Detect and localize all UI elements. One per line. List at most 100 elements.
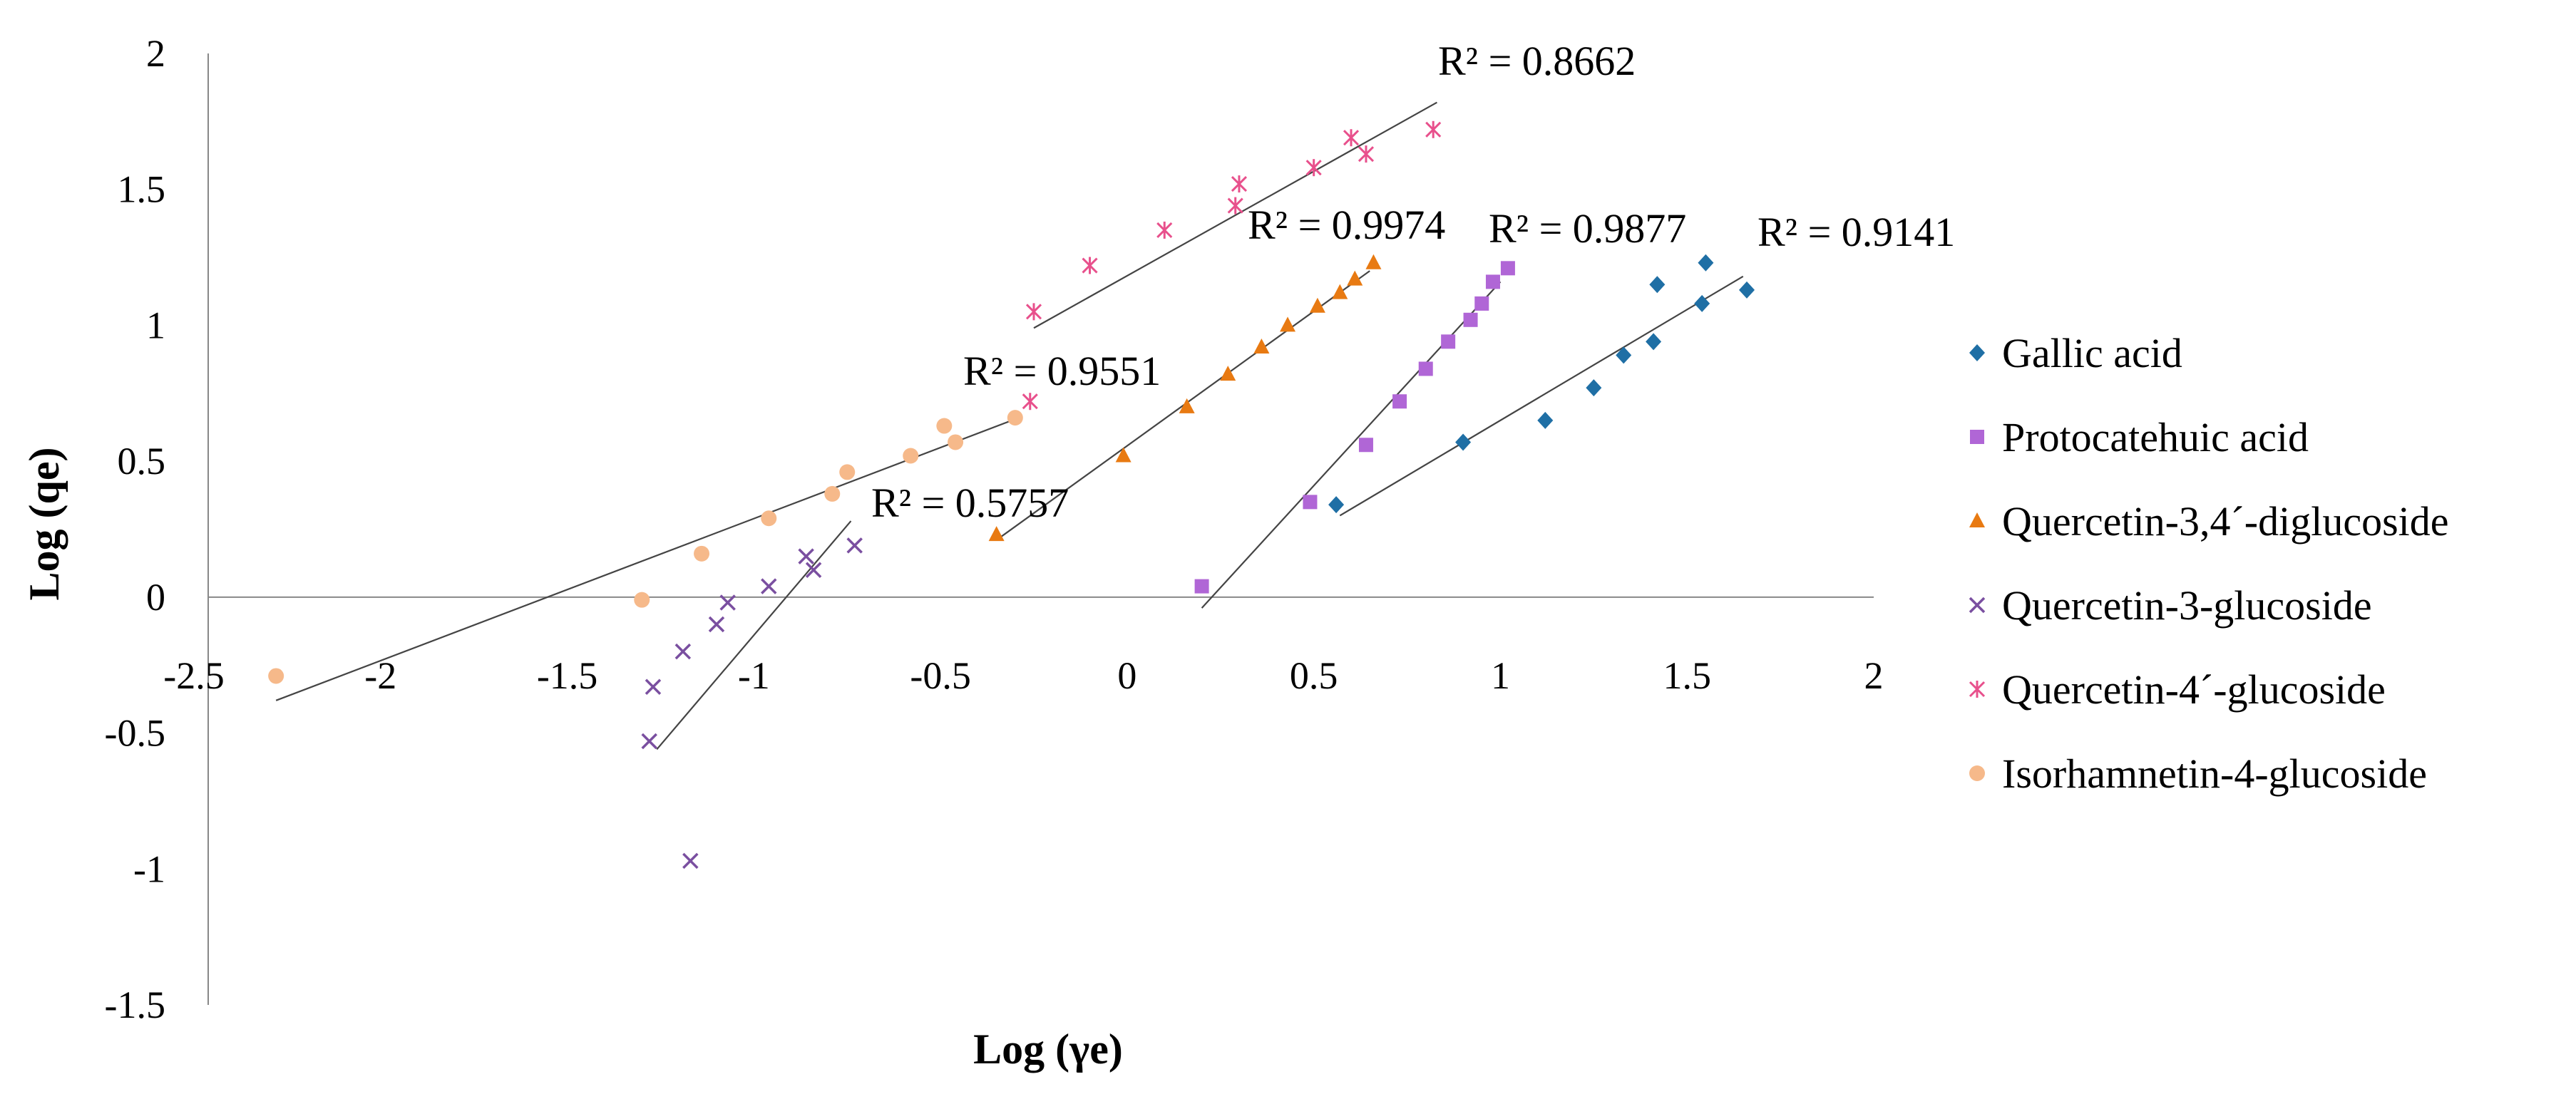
point-protocatehuic-acid — [1485, 274, 1500, 289]
point-isorhamnetin-4-glucoside — [839, 464, 856, 480]
point-gallic-acid — [1649, 276, 1666, 294]
point-gallic-acid — [1455, 433, 1472, 451]
legend-marker-quercetin-4-glucoside — [1969, 681, 1986, 698]
point-protocatehuic-acid — [1418, 361, 1433, 376]
point-gallic-acid — [1586, 379, 1602, 397]
point-quercetin-3-glucoside — [674, 643, 692, 660]
point-quercetin-4-glucoside — [1305, 159, 1322, 177]
point-quercetin-3-4-diglucoside — [1332, 284, 1348, 299]
point-quercetin-3-4-diglucoside — [1115, 447, 1132, 463]
point-gallic-acid — [1694, 294, 1710, 312]
axes-layer: -2.5 -2 -1.5 -1 -0.5 0 0.5 1 1.5 221.510.50-0.5-1… — [105, 32, 1884, 1026]
y-tick-label: -1 — [133, 847, 165, 890]
x-tick-label: 0 — [1117, 654, 1136, 697]
y-tick-label: -1.5 — [105, 984, 165, 1026]
point-quercetin-3-4-diglucoside — [1309, 297, 1325, 313]
data-points — [268, 120, 1755, 869]
point-quercetin-3-4-diglucoside — [988, 526, 1005, 542]
point-quercetin-3-glucoside — [805, 562, 822, 578]
point-isorhamnetin-4-glucoside — [634, 592, 650, 608]
point-isorhamnetin-4-glucoside — [1007, 410, 1023, 426]
y-tick-label: 0 — [146, 576, 165, 619]
legend-label-protocatehuic-acid: Protocatehuic acid — [2002, 414, 2309, 460]
point-quercetin-4-glucoside — [1425, 120, 1442, 138]
point-quercetin-3-4-diglucoside — [1253, 338, 1270, 354]
r-squared-labels: R² = 0.9141 R² = 0.9877 R² = 0.9974 R² = 0.… — [871, 38, 1955, 526]
point-protocatehuic-acid — [1392, 394, 1407, 409]
trendline-quercetin-3-glucoside — [656, 520, 852, 750]
y-tick-label: 1 — [146, 304, 165, 346]
r2-label-quercetin-3-4-diglucoside: R² = 0.9974 — [1248, 202, 1445, 248]
point-isorhamnetin-4-glucoside — [903, 448, 919, 464]
point-quercetin-4-glucoside — [1156, 221, 1173, 239]
point-isorhamnetin-4-glucoside — [936, 418, 953, 434]
y-axis-title: Log (qe) — [21, 448, 68, 601]
point-quercetin-3-glucoside — [645, 678, 662, 695]
point-gallic-acid — [1616, 346, 1632, 364]
point-protocatehuic-acid — [1500, 261, 1515, 276]
legend-label-quercetin-3-glucoside: Quercetin-3-glucoside — [2002, 582, 2372, 629]
legend: Gallic acid Protocatehuic acid Quercetin-3… — [1969, 330, 2449, 797]
point-quercetin-3-glucoside — [761, 578, 777, 594]
trendline-protocatehuic-acid — [1201, 281, 1502, 609]
r2-label-quercetin-4-glucoside: R² = 0.8662 — [1438, 38, 1636, 84]
point-gallic-acid — [1328, 496, 1345, 514]
x-tick-label: 1 — [1491, 654, 1510, 697]
point-gallic-acid — [1698, 254, 1714, 272]
point-gallic-acid — [1537, 411, 1554, 429]
point-isorhamnetin-4-glucoside — [824, 485, 841, 502]
legend-marker-isorhamnetin-4-glucoside — [1969, 765, 1985, 781]
point-protocatehuic-acid — [1358, 438, 1373, 453]
r2-label-isorhamnetin-4-glucoside: R² = 0.9551 — [963, 348, 1161, 394]
legend-marker-quercetin-3-glucoside — [1969, 597, 1986, 614]
legend-marker-protocatehuic-acid — [1970, 430, 1984, 444]
point-protocatehuic-acid — [1474, 296, 1489, 311]
point-protocatehuic-acid — [1303, 495, 1318, 510]
point-gallic-acid — [1646, 333, 1662, 351]
legend-marker-gallic-acid — [1969, 344, 1985, 361]
point-quercetin-3-4-diglucoside — [1280, 316, 1296, 332]
point-protocatehuic-acid — [1463, 312, 1478, 327]
legend-marker-quercetin-3-4-diglucoside — [1969, 512, 1985, 527]
x-tick-label: 1.5 — [1663, 654, 1711, 697]
point-quercetin-3-glucoside — [682, 852, 699, 869]
r2-label-protocatehuic-acid: R² = 0.9877 — [1489, 205, 1686, 252]
trendline-quercetin-4-glucoside — [1033, 101, 1437, 329]
point-isorhamnetin-4-glucoside — [694, 545, 710, 562]
point-quercetin-3-4-diglucoside — [1220, 366, 1236, 381]
point-quercetin-4-glucoside — [1227, 197, 1243, 215]
point-quercetin-3-glucoside — [708, 616, 725, 633]
legend-label-quercetin-3-4-diglucoside: Quercetin-3,4´-diglucoside — [2002, 498, 2449, 545]
x-axis-title: Log (γe) — [973, 1026, 1123, 1073]
point-quercetin-3-4-diglucoside — [1347, 270, 1363, 286]
trendline-isorhamnetin-4-glucoside — [275, 417, 1020, 701]
point-quercetin-4-glucoside — [1343, 129, 1360, 147]
point-quercetin-4-glucoside — [1231, 175, 1248, 193]
point-gallic-acid — [1738, 281, 1755, 299]
y-tick-label: -0.5 — [105, 712, 165, 755]
point-quercetin-4-glucoside — [1082, 257, 1098, 274]
point-quercetin-4-glucoside — [1358, 145, 1375, 163]
point-quercetin-3-glucoside — [641, 733, 657, 750]
x-tick-label: -0.5 — [910, 654, 970, 697]
point-quercetin-3-4-diglucoside — [1365, 254, 1382, 269]
point-quercetin-3-glucoside — [798, 548, 814, 564]
x-tick-label: -2.5 — [163, 654, 224, 697]
y-tick-label: 2 — [146, 32, 165, 75]
trendlines — [275, 101, 1744, 750]
x-tick-label: 0.5 — [1290, 654, 1338, 697]
point-quercetin-4-glucoside — [1022, 393, 1038, 411]
trendline-gallic-acid — [1339, 275, 1744, 517]
point-quercetin-3-glucoside — [846, 537, 863, 554]
point-isorhamnetin-4-glucoside — [761, 510, 777, 527]
x-tick-label: -1 — [738, 654, 770, 697]
point-quercetin-3-glucoside — [719, 594, 736, 611]
point-quercetin-3-4-diglucoside — [1179, 398, 1195, 413]
r2-label-quercetin-3-glucoside: R² = 0.5757 — [871, 480, 1069, 526]
y-tick-label: 1.5 — [118, 168, 166, 211]
legend-label-gallic-acid: Gallic acid — [2002, 330, 2182, 376]
r2-label-gallic-acid: R² = 0.9141 — [1757, 209, 1955, 255]
legend-label-quercetin-4-glucoside: Quercetin-4´-glucoside — [2002, 666, 2386, 713]
point-quercetin-4-glucoside — [1025, 303, 1042, 321]
